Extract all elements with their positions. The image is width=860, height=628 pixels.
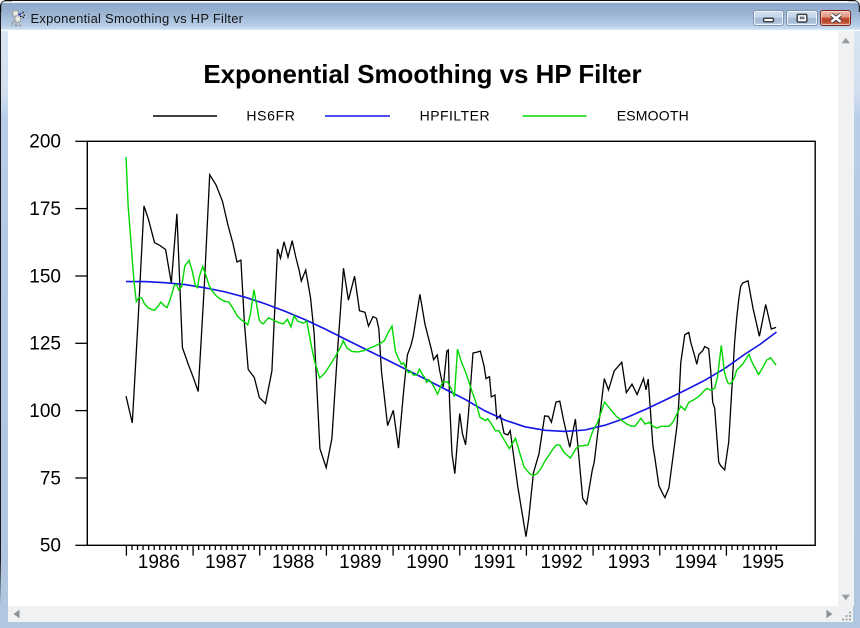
svg-text:175: 175 <box>29 199 61 220</box>
svg-text:1990: 1990 <box>406 552 448 573</box>
svg-text:ESMOOTH: ESMOOTH <box>617 107 689 123</box>
svg-text:HS6FR: HS6FR <box>246 107 295 123</box>
svg-text:100: 100 <box>29 401 61 422</box>
svg-text:HPFILTER: HPFILTER <box>420 107 490 123</box>
svg-text:125: 125 <box>29 333 61 354</box>
svg-text:50: 50 <box>40 535 61 556</box>
svg-text:1995: 1995 <box>742 552 784 573</box>
svg-text:1986: 1986 <box>138 552 180 573</box>
svg-text:200: 200 <box>29 131 61 152</box>
svg-text:1992: 1992 <box>540 552 582 573</box>
svg-text:1991: 1991 <box>473 552 515 573</box>
svg-text:Exponential Smoothing vs HP Fi: Exponential Smoothing vs HP Filter <box>203 61 641 89</box>
svg-text:1987: 1987 <box>205 552 247 573</box>
svg-text:1993: 1993 <box>608 552 650 573</box>
svg-text:1994: 1994 <box>675 552 718 573</box>
svg-text:150: 150 <box>29 266 61 287</box>
svg-text:1989: 1989 <box>339 552 381 573</box>
svg-text:75: 75 <box>40 468 61 489</box>
svg-text:1988: 1988 <box>272 552 314 573</box>
